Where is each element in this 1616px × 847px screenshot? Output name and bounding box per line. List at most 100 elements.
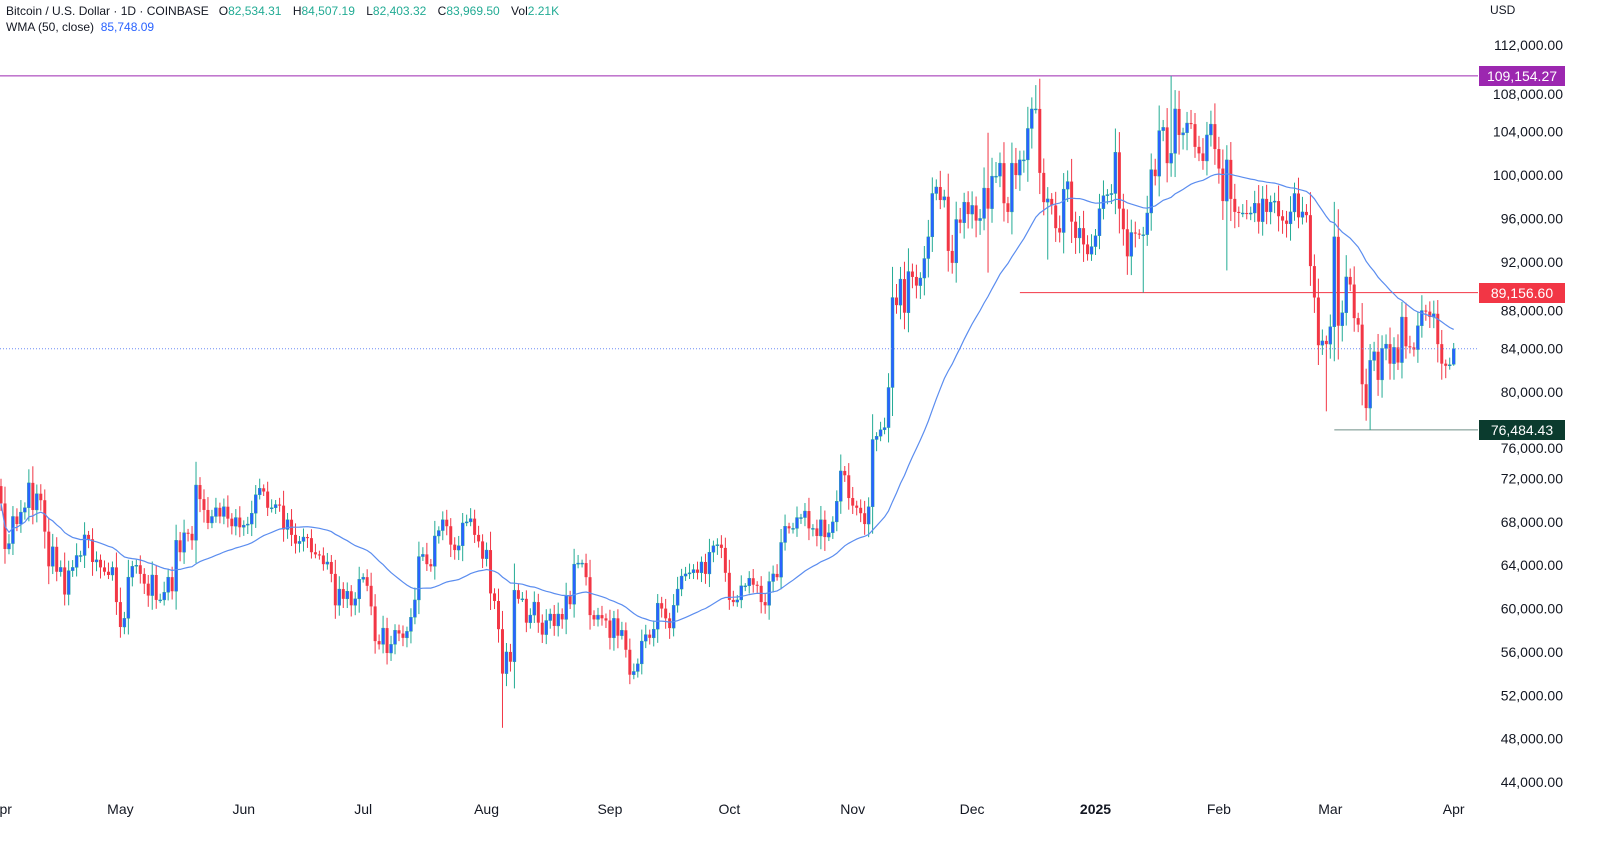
time-tick-label: Apr bbox=[1443, 801, 1465, 817]
candle-body bbox=[540, 622, 544, 635]
candle-body bbox=[1416, 325, 1420, 350]
candle-body bbox=[851, 498, 855, 506]
candle-body bbox=[679, 575, 684, 590]
candle-body bbox=[1428, 311, 1432, 318]
price-tick-label: 60,000.00 bbox=[1501, 601, 1563, 617]
candle-body bbox=[1173, 108, 1177, 154]
time-tick-label: 2025 bbox=[1080, 801, 1111, 817]
time-tick-label: Nov bbox=[840, 801, 865, 817]
price-axis[interactable]: 112,000.00 108,000.00 104,000.00 100,000.00… bbox=[1493, 37, 1563, 790]
currency-label[interactable]: USD bbox=[1490, 3, 1516, 17]
candle-body bbox=[1205, 134, 1209, 162]
candle-body bbox=[1042, 172, 1046, 203]
candle-body bbox=[942, 196, 946, 201]
time-tick-label: Feb bbox=[1207, 801, 1231, 817]
candle-body bbox=[82, 534, 87, 556]
candle-body bbox=[508, 651, 512, 662]
candle-body bbox=[1149, 169, 1153, 214]
candle-body bbox=[950, 250, 954, 263]
candle-body bbox=[138, 565, 142, 574]
time-tick-label: Sep bbox=[597, 801, 622, 817]
candle-body bbox=[1296, 193, 1300, 218]
candle-body bbox=[616, 618, 620, 636]
candle-body bbox=[43, 500, 47, 532]
candle-body bbox=[66, 570, 71, 595]
high-label: H bbox=[292, 4, 302, 18]
price-tick-label: 44,000.00 bbox=[1501, 774, 1563, 790]
candle-body bbox=[282, 505, 286, 530]
candle-body bbox=[926, 236, 931, 259]
candle-body bbox=[1444, 363, 1448, 366]
candle-body bbox=[254, 494, 258, 514]
candle-body bbox=[683, 573, 688, 577]
candle-body bbox=[122, 618, 127, 628]
symbol-title[interactable]: Bitcoin / U.S. Dollar · 1D · COINBASE bbox=[6, 4, 209, 18]
low-label: L bbox=[366, 4, 373, 18]
candle-body bbox=[7, 543, 11, 550]
price-tick-label: 64,000.00 bbox=[1501, 557, 1563, 573]
candle-body bbox=[1006, 203, 1010, 212]
candle-body bbox=[592, 615, 596, 620]
candle-body bbox=[1420, 310, 1424, 326]
candle-body bbox=[1376, 351, 1380, 380]
candle-body bbox=[146, 583, 150, 596]
candle-body bbox=[401, 633, 405, 638]
candle-body bbox=[520, 598, 525, 601]
candle-body bbox=[568, 595, 572, 605]
candle-body bbox=[775, 573, 779, 578]
candle-body bbox=[1257, 203, 1261, 222]
time-axis[interactable]: Apr May Jun Jul Aug Sep Oct Nov Dec 2025 Feb Mar Apr bbox=[0, 801, 1465, 817]
candle-body bbox=[321, 555, 325, 565]
candle-body bbox=[1018, 159, 1022, 176]
price-tick-label: 92,000.00 bbox=[1501, 254, 1563, 270]
open-value: 82,534.31 bbox=[228, 4, 282, 18]
candle-body bbox=[815, 528, 819, 536]
candle-body bbox=[74, 555, 79, 568]
close-label: C bbox=[437, 4, 447, 18]
candle-body bbox=[294, 534, 298, 544]
candle-body bbox=[715, 544, 720, 546]
price-tick-label: 52,000.00 bbox=[1501, 687, 1563, 703]
candle-body bbox=[548, 613, 552, 621]
candle-body bbox=[1113, 152, 1118, 194]
candle-body bbox=[831, 521, 835, 533]
candle-body bbox=[1324, 340, 1328, 345]
candle-body bbox=[914, 276, 918, 286]
candle-body bbox=[453, 544, 457, 551]
candle-body bbox=[1197, 146, 1201, 154]
price-tick-label: 80,000.00 bbox=[1501, 384, 1563, 400]
candle-body bbox=[1125, 229, 1129, 257]
volume-label: Vol bbox=[511, 4, 528, 18]
candle-body bbox=[1396, 347, 1400, 363]
candle-body bbox=[687, 572, 692, 575]
candle-body bbox=[668, 618, 672, 629]
candle-body bbox=[421, 554, 425, 557]
candle-body bbox=[1086, 244, 1090, 255]
candle-body bbox=[198, 485, 202, 500]
candle-body bbox=[230, 518, 234, 527]
candle-body bbox=[998, 162, 1002, 177]
candle-body bbox=[55, 546, 59, 572]
candle-body bbox=[1022, 159, 1026, 162]
candle-body bbox=[0, 486, 3, 504]
candle-body bbox=[1077, 227, 1082, 239]
candle-body bbox=[584, 563, 588, 578]
candle-body bbox=[373, 606, 377, 642]
candle-body bbox=[1046, 198, 1050, 203]
candle-body bbox=[94, 559, 99, 563]
candle-body bbox=[1054, 205, 1058, 229]
candle-body bbox=[1026, 128, 1030, 161]
candle-body bbox=[906, 271, 911, 313]
indicator-row[interactable]: WMA (50, close) 85,748.09 bbox=[6, 19, 567, 35]
time-tick-label: Oct bbox=[718, 801, 740, 817]
candle-body bbox=[91, 539, 95, 562]
candle-body bbox=[214, 507, 218, 517]
candle-body bbox=[385, 628, 389, 654]
candle-body bbox=[1344, 276, 1348, 313]
candle-body bbox=[528, 614, 533, 623]
candle-body bbox=[361, 576, 365, 580]
candle-body bbox=[102, 567, 106, 572]
candle-body bbox=[1030, 108, 1034, 129]
candle-body bbox=[763, 602, 767, 606]
